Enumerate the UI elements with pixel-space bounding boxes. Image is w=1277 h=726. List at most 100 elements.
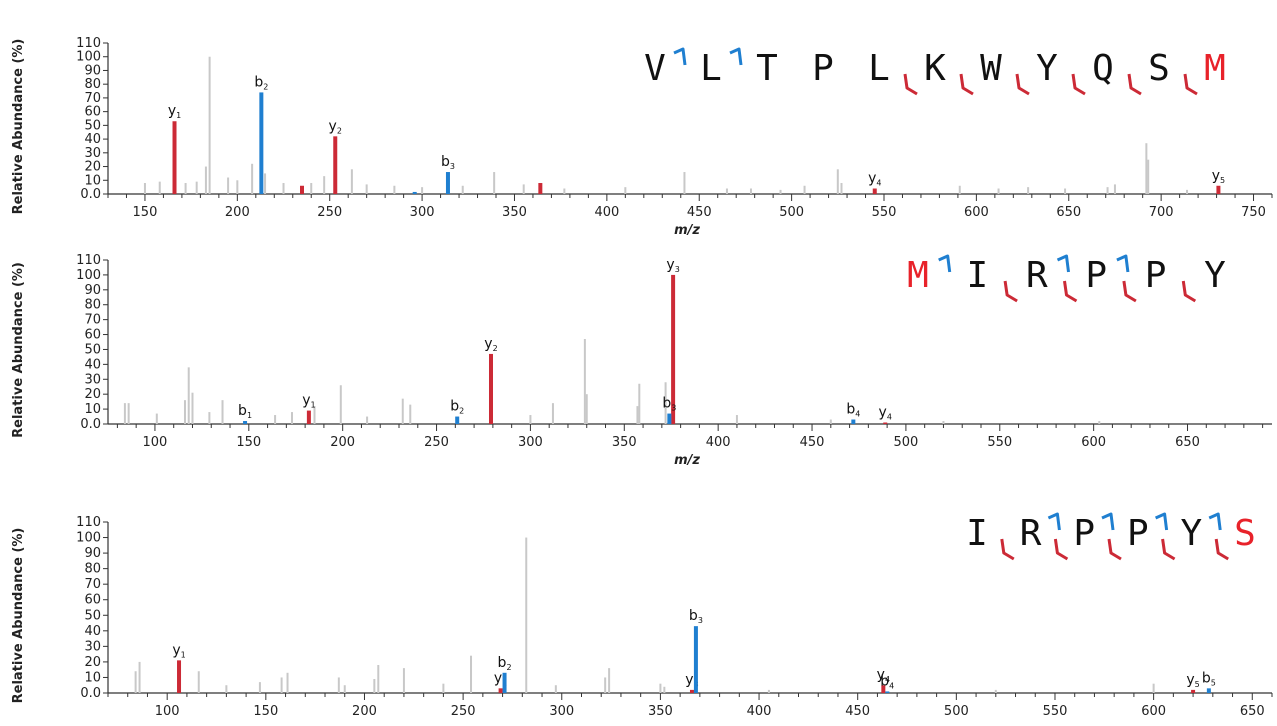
y-ion-label: y5 <box>1186 672 1199 689</box>
b-ion-label: b3 <box>689 608 703 625</box>
b-fragment-marker <box>1208 512 1222 531</box>
y-fragment-marker <box>1214 538 1229 561</box>
spectrum-panel-1: Relative Abundance (%) 0.0102030405060708… <box>11 36 1273 238</box>
x-tick-label: 650 <box>1240 704 1265 719</box>
residue-6: K <box>924 48 946 89</box>
b-ion-peak <box>851 419 856 424</box>
y-tick-label: 90 <box>84 546 101 561</box>
y-ion-peak <box>333 136 338 194</box>
y-fragment-marker <box>1000 538 1015 561</box>
y-tick-label: 110 <box>76 253 101 268</box>
other-ion-peak <box>767 689 770 693</box>
y-tick-label: 50 <box>84 118 101 133</box>
other-ion-peak <box>187 367 190 424</box>
other-ion-peak <box>1027 187 1030 194</box>
y-fragment-marker <box>1161 538 1176 561</box>
other-ion-peak <box>1106 187 1109 194</box>
other-ion-peak <box>225 685 228 693</box>
residue-6: S <box>1234 513 1256 554</box>
other-ion-peak <box>310 183 313 194</box>
x-tick-label: 650 <box>1056 205 1081 220</box>
other-ion-peak <box>525 537 528 693</box>
y-tick-label: 110 <box>76 515 101 530</box>
x-tick-label: 150 <box>133 205 158 220</box>
x-tick-label: 450 <box>800 435 825 450</box>
other-ion-peak <box>1145 143 1148 194</box>
y-tick-label: 20 <box>84 160 101 175</box>
other-ion-peak <box>313 406 316 424</box>
x-tick-label: 750 <box>1241 205 1266 220</box>
other-ion-peak <box>421 187 424 194</box>
other-ion-peak <box>683 172 686 194</box>
residue-1: M <box>907 255 929 296</box>
y-axis-label: Relative Abundance (%) <box>11 528 26 704</box>
other-ion-peak <box>749 188 752 194</box>
other-ion-peak <box>191 392 194 424</box>
residue-8: Y <box>1036 48 1058 89</box>
x-tick-label: 250 <box>451 704 476 719</box>
other-ion-peak <box>337 677 340 693</box>
b-fragment-marker <box>1101 512 1115 531</box>
residue-5: L <box>868 48 890 89</box>
other-ion-peak <box>227 177 230 194</box>
other-ion-peak <box>583 339 586 424</box>
other-ion-peak <box>323 176 326 194</box>
y-tick-label: 40 <box>84 357 101 372</box>
x-tick-label: 500 <box>779 205 804 220</box>
residue-10: S <box>1148 48 1170 89</box>
other-ion-peak <box>373 679 376 693</box>
y-ion-peak <box>538 183 543 194</box>
b-ion-peak <box>259 92 264 194</box>
y-tick-label: 80 <box>84 562 101 577</box>
b-ion-label: b5 <box>1202 670 1216 687</box>
y-fragment-marker <box>1015 73 1030 96</box>
b-fragment-marker <box>938 254 952 273</box>
y-tick-label: 30 <box>84 146 101 161</box>
b-ion-label: b2 <box>498 655 512 672</box>
y-fragment-marker <box>1107 538 1122 561</box>
other-ion-peak <box>393 185 396 194</box>
other-ion-peak <box>659 683 662 693</box>
y-tick-label: 10 <box>84 402 101 417</box>
residue-4: P <box>1127 513 1149 554</box>
other-ion-peak <box>286 672 289 693</box>
y-tick-label: 30 <box>84 639 101 654</box>
other-ion-peak <box>258 682 261 693</box>
x-tick-label: 300 <box>549 704 574 719</box>
y-tick-label: 70 <box>84 313 101 328</box>
y-fragment-marker <box>903 73 918 96</box>
other-ion-peak <box>958 185 961 194</box>
b-ion-peak <box>243 421 248 424</box>
y-ion-label: y2 <box>329 118 342 135</box>
y-fragment-marker <box>1181 280 1197 303</box>
other-ion-peak <box>840 183 843 194</box>
x-tick-label: 100 <box>155 704 180 719</box>
residue-9: Q <box>1092 48 1114 89</box>
y-tick-label: 0.0 <box>80 417 101 432</box>
other-ion-peak <box>195 181 198 194</box>
other-ion-peak <box>350 169 353 194</box>
y-tick-label: 80 <box>84 298 101 313</box>
x-tick-label: 400 <box>706 435 731 450</box>
x-tick-label: 150 <box>236 435 261 450</box>
x-tick-label: 550 <box>1043 704 1068 719</box>
other-ion-peak <box>997 188 1000 194</box>
y-ion-peak <box>1191 689 1196 693</box>
x-tick-label: 450 <box>687 205 712 220</box>
b-ion-peak <box>412 191 417 194</box>
other-ion-peak <box>208 56 211 195</box>
b-ion-label: b4 <box>880 673 894 690</box>
other-ion-peak <box>282 183 285 194</box>
other-ion-peak <box>236 180 239 194</box>
y-tick-label: 0.0 <box>80 187 101 202</box>
y-tick-label: 100 <box>76 531 101 546</box>
y-tick-label: 100 <box>76 268 101 283</box>
other-ion-peak <box>274 415 277 424</box>
b-fragment-marker <box>729 47 743 66</box>
y-tick-label: 80 <box>84 77 101 92</box>
x-tick-label: 600 <box>1081 435 1106 450</box>
other-ion-peak <box>409 404 412 424</box>
other-ion-peak <box>343 685 346 693</box>
